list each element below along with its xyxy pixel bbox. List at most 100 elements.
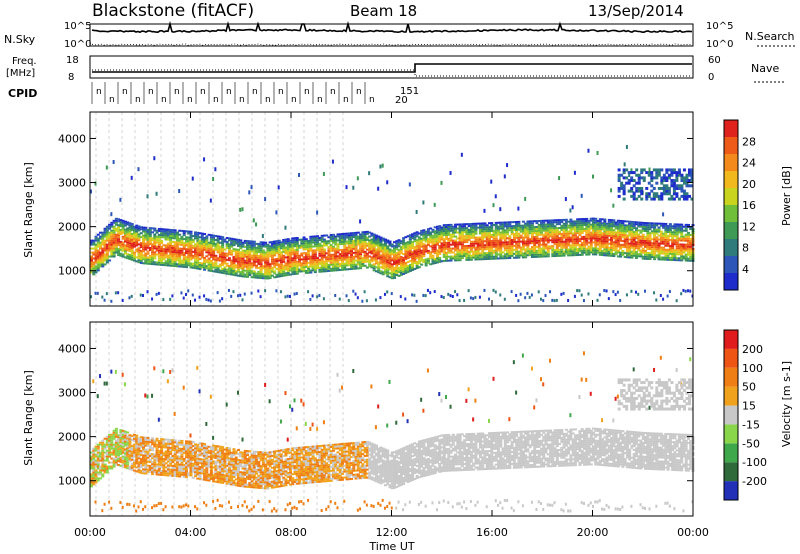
range-cell bbox=[359, 219, 362, 224]
range-cell bbox=[650, 224, 654, 227]
range-cell bbox=[580, 237, 584, 240]
range-cell bbox=[567, 254, 571, 257]
range-cell bbox=[171, 258, 175, 261]
range-cell bbox=[248, 246, 252, 249]
range-cell bbox=[108, 249, 112, 252]
range-cell bbox=[372, 245, 376, 248]
range-cell bbox=[614, 251, 618, 254]
range-cell bbox=[273, 260, 277, 263]
range-cell bbox=[596, 235, 600, 238]
range-cell bbox=[533, 253, 537, 256]
range-cell bbox=[582, 239, 586, 242]
range-cell bbox=[684, 229, 688, 232]
range-cell bbox=[178, 189, 181, 194]
range-cell bbox=[399, 271, 403, 274]
range-cell bbox=[218, 263, 222, 266]
range-cell bbox=[621, 251, 625, 254]
range-cell bbox=[112, 243, 116, 246]
range-cell bbox=[268, 249, 272, 252]
range-cell bbox=[241, 259, 245, 262]
range-cell bbox=[379, 242, 383, 245]
range-cell bbox=[589, 219, 593, 222]
range-cell bbox=[587, 227, 591, 230]
range-cell bbox=[171, 248, 175, 251]
range-cell bbox=[94, 481, 98, 484]
range-cell bbox=[108, 231, 112, 234]
range-cell bbox=[383, 258, 387, 261]
range-cell bbox=[157, 235, 161, 238]
range-cell bbox=[214, 244, 218, 247]
range-cell bbox=[417, 252, 421, 255]
range-cell bbox=[408, 260, 412, 263]
range-cell bbox=[497, 221, 501, 224]
range-cell bbox=[641, 223, 645, 226]
range-cell bbox=[490, 239, 494, 242]
range-cell bbox=[94, 500, 97, 504]
range-cell bbox=[619, 231, 623, 234]
range-cell bbox=[526, 242, 530, 245]
range-cell bbox=[151, 261, 155, 264]
range-cell bbox=[596, 231, 600, 234]
range-cell bbox=[647, 181, 651, 185]
range-cell bbox=[433, 232, 437, 235]
range-cell bbox=[467, 223, 471, 226]
range-cell bbox=[503, 249, 507, 252]
range-cell bbox=[390, 275, 394, 278]
range-cell bbox=[377, 251, 381, 254]
range-cell bbox=[616, 235, 620, 238]
range-cell bbox=[645, 192, 649, 196]
range-cell bbox=[327, 250, 331, 253]
range-cell bbox=[112, 247, 116, 250]
range-cell bbox=[327, 240, 331, 243]
range-cell bbox=[594, 249, 598, 252]
range-cell bbox=[252, 262, 256, 265]
range-cell bbox=[569, 248, 573, 251]
range-cell bbox=[216, 267, 220, 270]
range-cell bbox=[187, 236, 191, 239]
range-cell bbox=[123, 224, 127, 227]
range-cell bbox=[92, 241, 96, 244]
range-cell bbox=[607, 250, 611, 253]
range-cell bbox=[135, 226, 139, 229]
range-cell bbox=[420, 263, 424, 266]
range-cell bbox=[144, 230, 148, 233]
range-cell bbox=[383, 260, 387, 263]
range-cell bbox=[96, 459, 100, 462]
range-cell bbox=[105, 253, 109, 256]
range-cell bbox=[345, 185, 348, 190]
range-cell bbox=[255, 274, 259, 277]
range-cell bbox=[665, 186, 669, 190]
range-cell bbox=[345, 262, 349, 265]
range-cell bbox=[207, 267, 211, 270]
range-cell bbox=[393, 263, 397, 265]
range-cell bbox=[128, 224, 132, 227]
range-cell bbox=[451, 251, 455, 254]
range-cell bbox=[162, 250, 166, 253]
range-cell bbox=[209, 260, 213, 262]
range-cell bbox=[673, 239, 677, 242]
range-cell bbox=[687, 173, 691, 177]
range-cell bbox=[291, 243, 295, 246]
range-cell bbox=[363, 237, 367, 240]
range-cell bbox=[433, 246, 437, 249]
range-cell bbox=[234, 250, 238, 253]
range-cell bbox=[214, 167, 217, 172]
range-cell bbox=[200, 254, 204, 257]
range-cell bbox=[487, 242, 491, 245]
range-cell bbox=[508, 243, 512, 246]
range-cell bbox=[673, 235, 677, 238]
range-cell bbox=[300, 262, 304, 265]
range-cell bbox=[605, 289, 608, 293]
range-cell bbox=[90, 465, 93, 468]
range-cell bbox=[99, 265, 103, 268]
range-cell bbox=[386, 263, 390, 266]
range-cell bbox=[438, 246, 442, 249]
range-cell bbox=[469, 248, 473, 251]
range-cell bbox=[121, 235, 125, 238]
range-cell bbox=[485, 240, 489, 243]
range-cell bbox=[591, 225, 595, 228]
range-cell bbox=[648, 240, 652, 243]
range-cell bbox=[646, 240, 650, 243]
range-cell bbox=[191, 254, 195, 257]
range-cell bbox=[393, 253, 397, 256]
